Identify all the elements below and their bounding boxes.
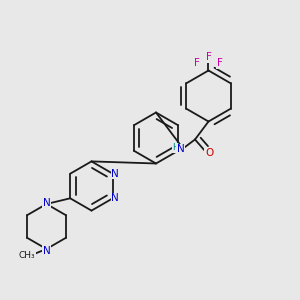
Text: F: F	[206, 52, 212, 62]
Text: N: N	[111, 193, 119, 203]
Text: N: N	[43, 197, 50, 208]
Text: CH₃: CH₃	[19, 250, 35, 260]
Text: N: N	[111, 169, 119, 179]
Text: F: F	[217, 58, 223, 68]
Text: F: F	[194, 58, 200, 68]
Text: N: N	[43, 245, 50, 256]
Text: N: N	[177, 144, 184, 154]
Text: O: O	[205, 148, 213, 158]
Text: H: H	[172, 143, 179, 152]
